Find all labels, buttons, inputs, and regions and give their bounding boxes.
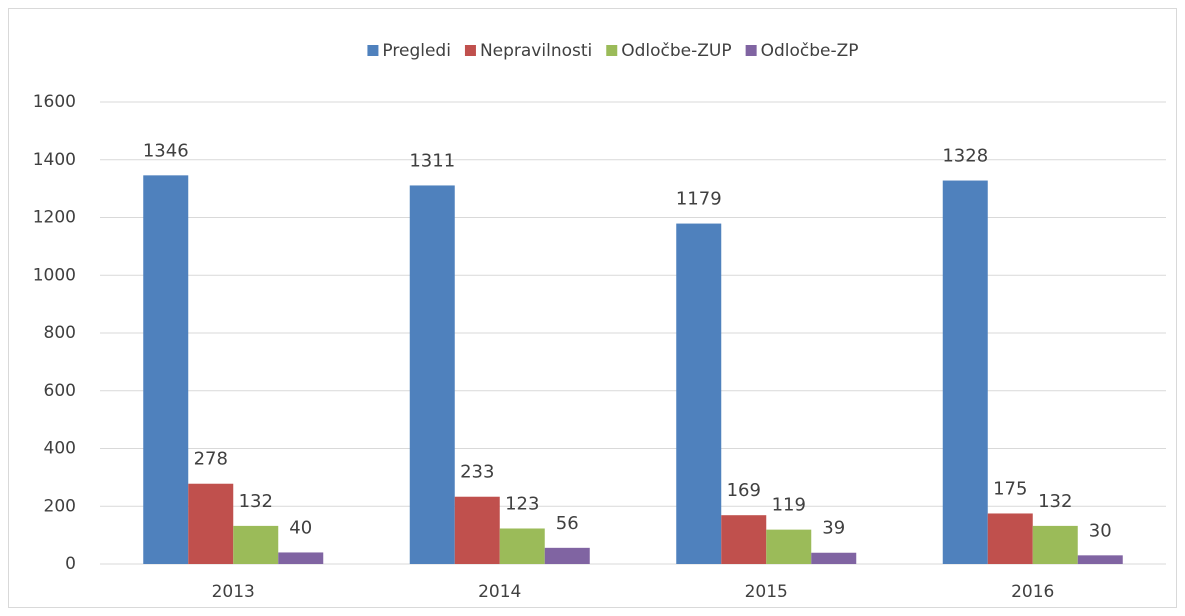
y-tick-label: 600: [44, 381, 76, 401]
y-tick-label: 1600: [33, 92, 76, 112]
data-label: 132: [239, 491, 273, 512]
data-label: 56: [556, 513, 579, 534]
data-label: 39: [822, 518, 845, 539]
bar: [811, 552, 857, 564]
y-tick-label: 1200: [33, 208, 76, 228]
bar: [454, 496, 500, 564]
x-tick-label: 2015: [745, 582, 788, 602]
x-tick-label: 2014: [478, 582, 521, 602]
bar: [544, 547, 590, 564]
bar: [721, 515, 767, 564]
bar: [1077, 555, 1123, 564]
data-label: 1311: [409, 150, 455, 171]
bar: [987, 513, 1033, 564]
data-label: 1179: [676, 189, 722, 210]
legend-swatch: [606, 45, 618, 56]
data-label: 278: [194, 449, 228, 470]
y-tick-label: 1000: [33, 265, 76, 285]
data-label: 169: [727, 480, 761, 501]
data-label: 175: [993, 478, 1027, 499]
data-label: 1346: [143, 140, 189, 161]
bar: [278, 552, 324, 564]
data-label: 233: [460, 462, 494, 483]
bar: [188, 483, 234, 564]
x-tick-label: 2013: [212, 582, 255, 602]
bar: [766, 529, 812, 564]
legend-swatch: [367, 45, 379, 56]
x-tick-label: 2016: [1011, 582, 1054, 602]
legend-label: Nepravilnosti: [480, 41, 592, 61]
data-label: 119: [772, 495, 806, 516]
legend-swatch: [745, 45, 757, 56]
data-label: 1328: [942, 146, 988, 167]
legend-label: Odločbe-ZUP: [621, 41, 731, 61]
bar: [1032, 525, 1078, 564]
bar: [499, 528, 545, 564]
data-label: 40: [289, 517, 312, 538]
y-tick-label: 400: [44, 439, 76, 459]
bar: [233, 525, 279, 564]
legend-label: Pregledi: [382, 41, 451, 61]
y-tick-label: 1400: [33, 150, 76, 170]
y-tick-label: 800: [44, 323, 76, 343]
y-tick-label: 0: [65, 554, 76, 574]
bar: [143, 175, 189, 564]
data-label: 132: [1038, 491, 1072, 512]
y-tick-label: 200: [44, 496, 76, 516]
legend-swatch: [464, 45, 476, 56]
data-label: 123: [505, 493, 539, 514]
bar: [942, 180, 988, 565]
legend-label: Odločbe-ZP: [761, 41, 859, 61]
data-label: 30: [1089, 520, 1112, 541]
bar: [409, 185, 455, 565]
bar: [676, 223, 722, 564]
